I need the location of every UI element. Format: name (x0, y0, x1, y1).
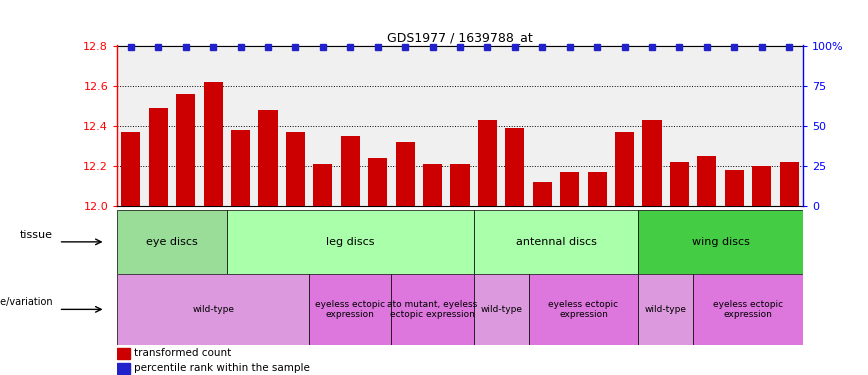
Bar (615, 132, 635, 206)
Bar (309, 274, 391, 345)
Bar (117, 348, 129, 358)
Bar (560, 172, 579, 206)
Bar (368, 158, 387, 206)
Bar (227, 210, 474, 274)
Bar (313, 164, 332, 206)
Text: tissue: tissue (20, 231, 53, 240)
Bar (396, 142, 415, 206)
Bar (259, 110, 278, 206)
Text: wild-type: wild-type (192, 305, 234, 314)
Text: leg discs: leg discs (326, 237, 375, 247)
Bar (529, 274, 638, 345)
Bar (670, 162, 689, 206)
Text: eye discs: eye discs (146, 237, 198, 247)
Bar (117, 274, 309, 345)
Bar (204, 82, 223, 206)
Text: ato mutant, eyeless
ectopic expression: ato mutant, eyeless ectopic expression (387, 300, 477, 319)
Bar (117, 363, 129, 374)
Bar (148, 108, 168, 206)
Bar (533, 182, 552, 206)
Text: wing discs: wing discs (692, 237, 750, 247)
Text: transformed count: transformed count (135, 348, 232, 358)
Bar (474, 210, 638, 274)
Bar (423, 164, 442, 206)
Bar (753, 166, 772, 206)
Bar (694, 274, 803, 345)
Bar (231, 130, 250, 206)
Bar (341, 136, 360, 206)
Text: eyeless ectopic
expression: eyeless ectopic expression (713, 300, 783, 319)
Text: eyeless ectopic
expression: eyeless ectopic expression (549, 300, 619, 319)
Text: antennal discs: antennal discs (516, 237, 596, 247)
Bar (450, 164, 470, 206)
Bar (505, 128, 524, 206)
Bar (588, 172, 607, 206)
Bar (391, 274, 474, 345)
Text: eyeless ectopic
expression: eyeless ectopic expression (315, 300, 385, 319)
Bar (176, 94, 195, 206)
Bar (122, 132, 141, 206)
Bar (474, 274, 529, 345)
Bar (117, 210, 227, 274)
Bar (779, 162, 799, 206)
Text: wild-type: wild-type (480, 305, 523, 314)
Bar (638, 210, 803, 274)
Bar (697, 156, 716, 206)
Bar (478, 120, 497, 206)
Text: percentile rank within the sample: percentile rank within the sample (135, 363, 310, 374)
Bar (725, 170, 744, 206)
Bar (638, 274, 694, 345)
Text: genotype/variation: genotype/variation (0, 297, 53, 307)
Text: wild-type: wild-type (645, 305, 687, 314)
Title: GDS1977 / 1639788_at: GDS1977 / 1639788_at (387, 31, 533, 44)
Bar (642, 120, 661, 206)
Bar (286, 132, 305, 206)
